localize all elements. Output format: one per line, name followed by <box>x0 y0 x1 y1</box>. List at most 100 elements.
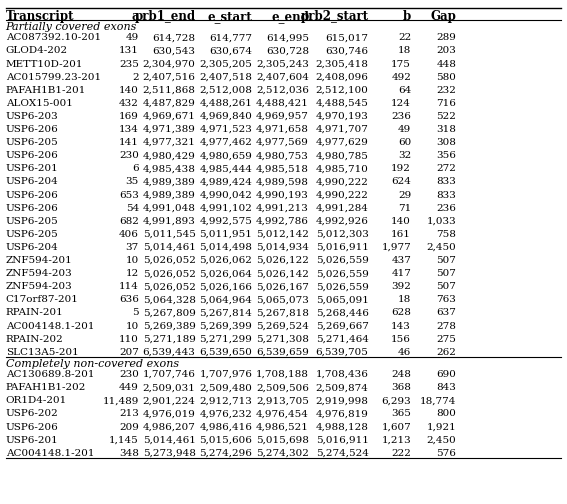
Text: ZNF594-203: ZNF594-203 <box>6 269 73 278</box>
Text: 318: 318 <box>437 125 456 134</box>
Text: 4,991,048: 4,991,048 <box>143 204 196 213</box>
Text: Transcript: Transcript <box>6 10 74 23</box>
Text: ZNF594-201: ZNF594-201 <box>6 256 73 265</box>
Text: 6,539,650: 6,539,650 <box>200 348 252 357</box>
Text: 131: 131 <box>119 46 139 55</box>
Text: e_end: e_end <box>271 10 309 23</box>
Text: 4,990,042: 4,990,042 <box>200 191 252 200</box>
Text: 5,012,303: 5,012,303 <box>316 230 369 239</box>
Text: 1,707,976: 1,707,976 <box>200 370 252 379</box>
Text: 230: 230 <box>119 370 139 379</box>
Text: 1,607: 1,607 <box>382 422 411 431</box>
Text: 5,012,142: 5,012,142 <box>256 230 309 239</box>
Text: 5,271,189: 5,271,189 <box>143 335 196 344</box>
Text: 5,267,818: 5,267,818 <box>256 308 309 318</box>
Text: 630,746: 630,746 <box>325 46 369 55</box>
Text: 18: 18 <box>398 46 411 55</box>
Text: 5,269,389: 5,269,389 <box>143 322 196 331</box>
Text: 2,450: 2,450 <box>427 243 456 252</box>
Text: 4,986,207: 4,986,207 <box>143 422 196 431</box>
Text: 580: 580 <box>437 73 456 82</box>
Text: 248: 248 <box>391 370 411 379</box>
Text: 4,969,840: 4,969,840 <box>200 112 252 121</box>
Text: 614,995: 614,995 <box>266 33 309 42</box>
Text: 4,971,658: 4,971,658 <box>256 125 309 134</box>
Text: 4,991,893: 4,991,893 <box>143 217 196 226</box>
Text: USP6-206: USP6-206 <box>6 422 58 431</box>
Text: 1,708,436: 1,708,436 <box>316 370 369 379</box>
Text: 5,026,559: 5,026,559 <box>316 269 369 278</box>
Text: b: b <box>403 10 411 23</box>
Text: 236: 236 <box>391 112 411 121</box>
Text: 5,271,464: 5,271,464 <box>316 335 369 344</box>
Text: 628: 628 <box>391 308 411 318</box>
Text: 175: 175 <box>391 59 411 69</box>
Text: USP6-206: USP6-206 <box>6 191 58 200</box>
Text: USP6-205: USP6-205 <box>6 138 58 147</box>
Text: 1,707,746: 1,707,746 <box>143 370 196 379</box>
Text: 140: 140 <box>391 217 411 226</box>
Text: 2,305,418: 2,305,418 <box>316 59 369 69</box>
Text: 4,980,753: 4,980,753 <box>256 151 309 160</box>
Text: 4,989,389: 4,989,389 <box>143 191 196 200</box>
Text: 2,305,205: 2,305,205 <box>200 59 252 69</box>
Text: 5,011,545: 5,011,545 <box>143 230 196 239</box>
Text: 2,512,036: 2,512,036 <box>256 86 309 95</box>
Text: 5,026,052: 5,026,052 <box>143 256 196 265</box>
Text: 5,267,814: 5,267,814 <box>200 308 252 318</box>
Text: 2,509,506: 2,509,506 <box>256 383 309 392</box>
Text: 2,512,008: 2,512,008 <box>200 86 252 95</box>
Text: ALOX15-001: ALOX15-001 <box>6 99 73 108</box>
Text: 2,919,998: 2,919,998 <box>316 396 369 405</box>
Text: 114: 114 <box>119 282 139 291</box>
Text: 11,489: 11,489 <box>103 396 139 405</box>
Text: USP6-201: USP6-201 <box>6 164 58 173</box>
Text: 278: 278 <box>437 322 456 331</box>
Text: 32: 32 <box>398 151 411 160</box>
Text: 833: 833 <box>437 191 456 200</box>
Text: 4,992,926: 4,992,926 <box>316 217 369 226</box>
Text: 5,026,062: 5,026,062 <box>200 256 252 265</box>
Text: 156: 156 <box>391 335 411 344</box>
Text: 5: 5 <box>132 308 139 318</box>
Text: 4,970,193: 4,970,193 <box>316 112 369 121</box>
Text: 6,293: 6,293 <box>382 396 411 405</box>
Text: SLC13A5-201: SLC13A5-201 <box>6 348 78 357</box>
Text: 365: 365 <box>391 409 411 418</box>
Text: 5,014,461: 5,014,461 <box>143 435 196 445</box>
Text: 4,991,102: 4,991,102 <box>200 204 252 213</box>
Text: 5,274,296: 5,274,296 <box>200 449 252 458</box>
Text: 406: 406 <box>119 230 139 239</box>
Text: 4,977,569: 4,977,569 <box>256 138 309 147</box>
Text: 716: 716 <box>437 99 456 108</box>
Text: 1,213: 1,213 <box>382 435 411 445</box>
Text: 5,269,524: 5,269,524 <box>256 322 309 331</box>
Text: 4,977,629: 4,977,629 <box>316 138 369 147</box>
Text: 437: 437 <box>391 256 411 265</box>
Text: 690: 690 <box>437 370 456 379</box>
Text: 4,985,438: 4,985,438 <box>143 164 196 173</box>
Text: 637: 637 <box>437 308 456 318</box>
Text: 18: 18 <box>398 295 411 304</box>
Text: 5,014,461: 5,014,461 <box>143 243 196 252</box>
Text: 134: 134 <box>119 125 139 134</box>
Text: 6,539,659: 6,539,659 <box>256 348 309 357</box>
Text: 4,992,575: 4,992,575 <box>200 217 252 226</box>
Text: 682: 682 <box>119 217 139 226</box>
Text: prb1_end: prb1_end <box>134 10 196 23</box>
Text: OR1D4-201: OR1D4-201 <box>6 396 67 405</box>
Text: 5,274,302: 5,274,302 <box>256 449 309 458</box>
Text: 4,985,518: 4,985,518 <box>256 164 309 173</box>
Text: 60: 60 <box>398 138 411 147</box>
Text: 230: 230 <box>119 151 139 160</box>
Text: 5,026,052: 5,026,052 <box>143 282 196 291</box>
Text: 4,977,321: 4,977,321 <box>143 138 196 147</box>
Text: 2,509,031: 2,509,031 <box>143 383 196 392</box>
Text: 2,509,874: 2,509,874 <box>316 383 369 392</box>
Text: 4,969,957: 4,969,957 <box>256 112 309 121</box>
Text: 10: 10 <box>126 256 139 265</box>
Text: 507: 507 <box>437 256 456 265</box>
Text: e_start: e_start <box>208 10 252 23</box>
Text: 222: 222 <box>391 449 411 458</box>
Text: 5,269,667: 5,269,667 <box>316 322 369 331</box>
